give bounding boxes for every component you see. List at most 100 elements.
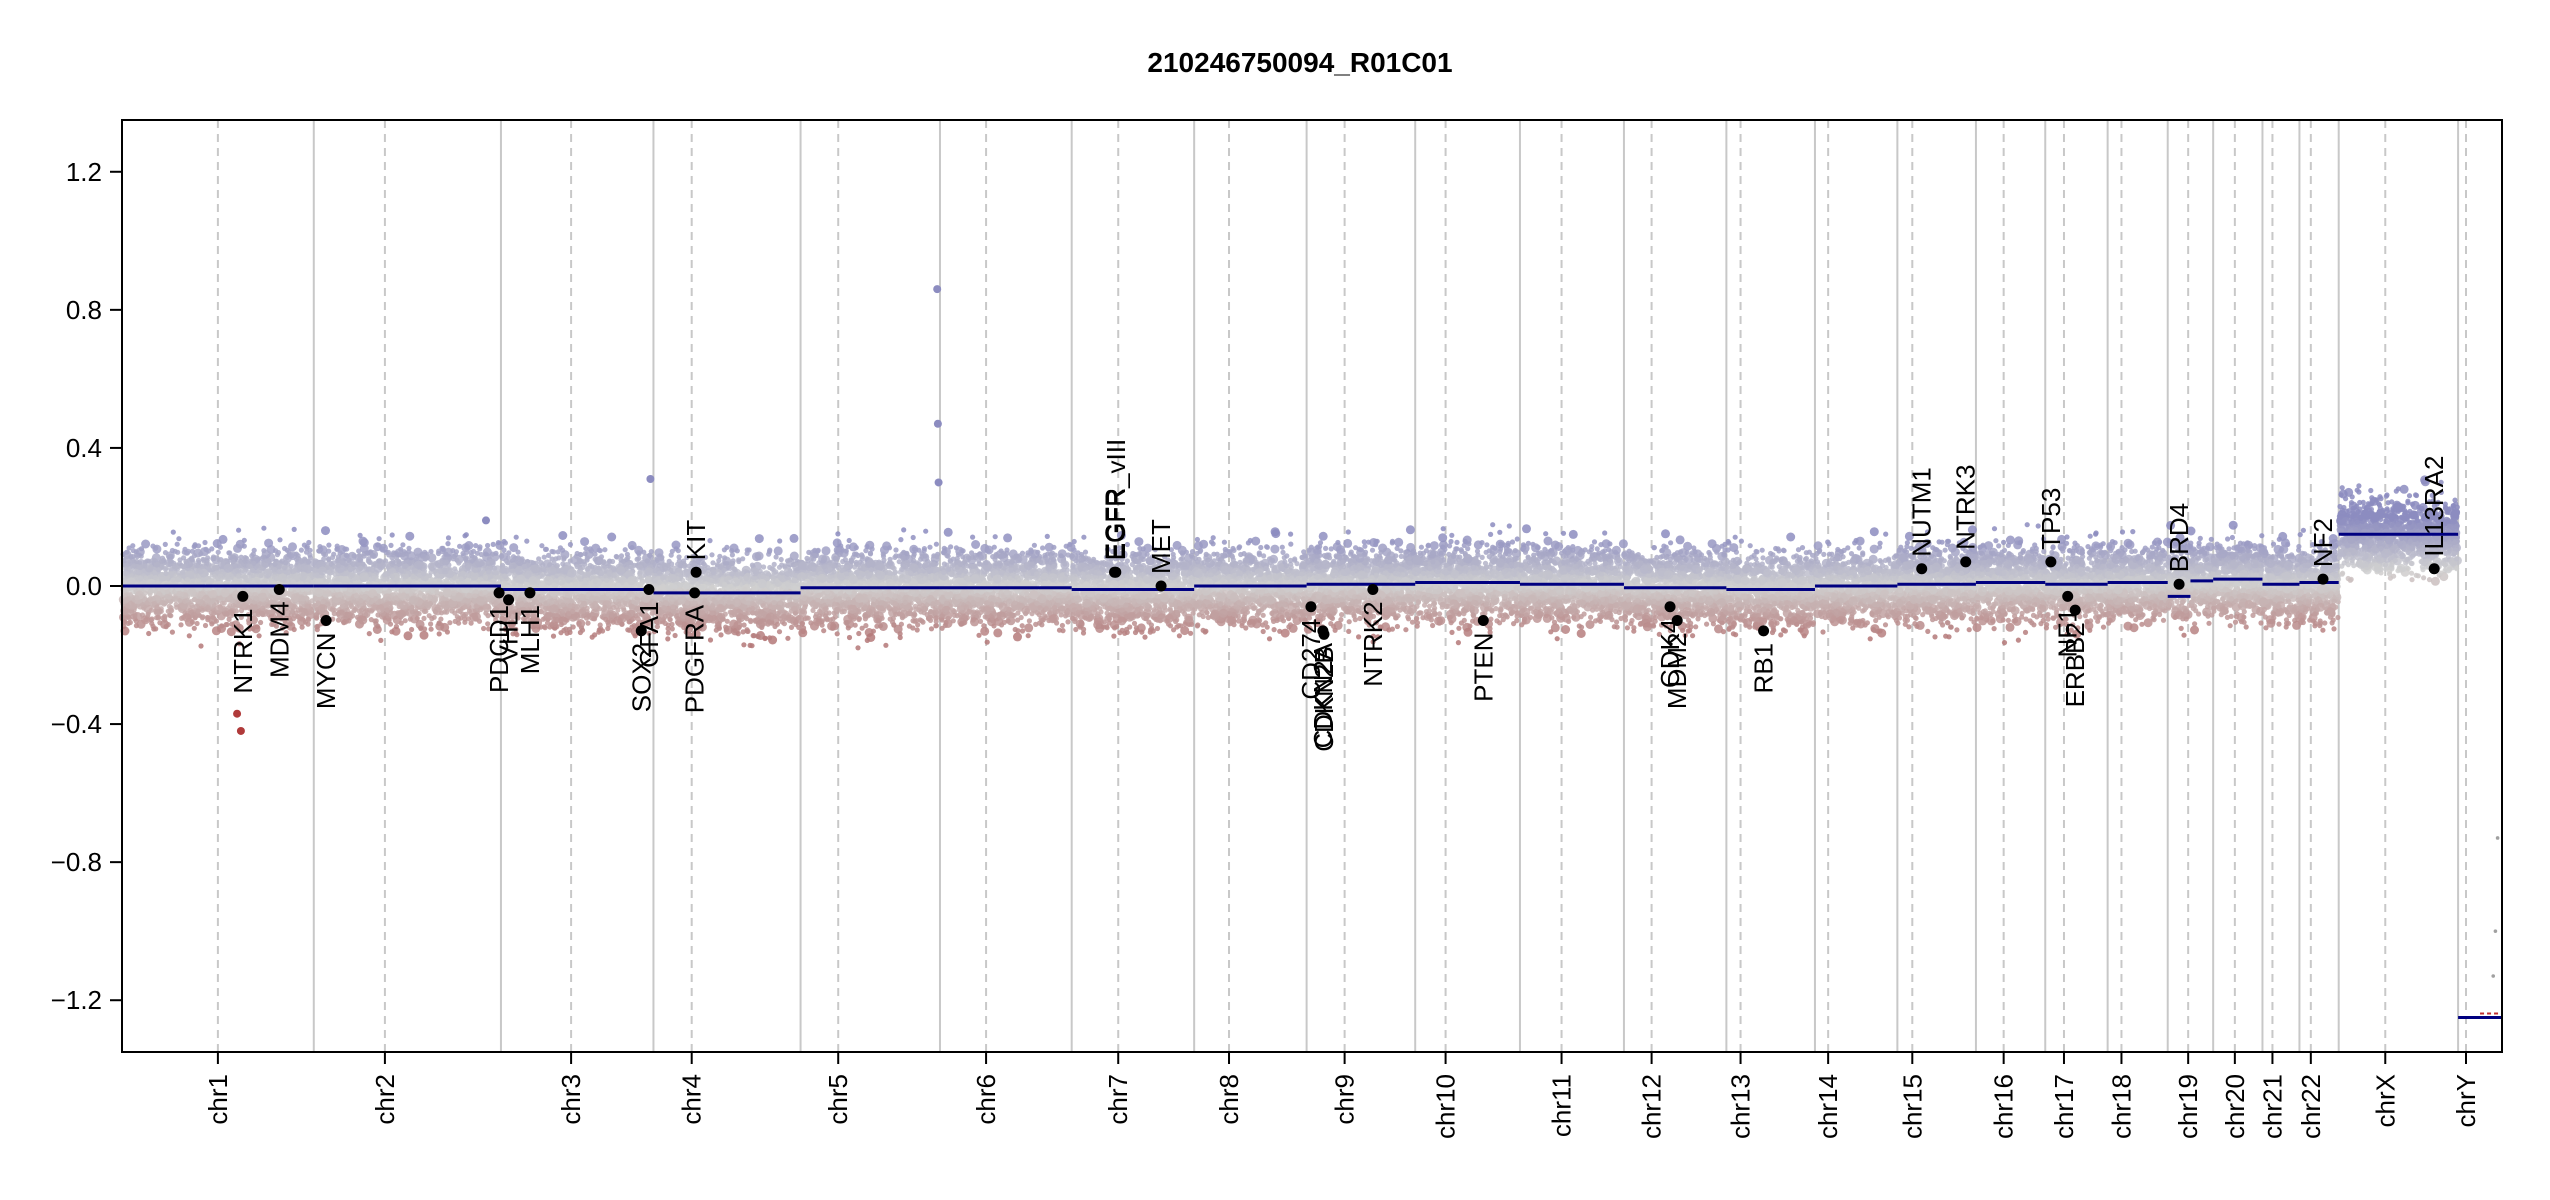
probe-point — [606, 570, 612, 576]
probe-point — [543, 546, 550, 552]
probe-point — [435, 621, 445, 631]
probe-point — [185, 577, 191, 583]
probe-point — [316, 548, 322, 554]
probe-point — [405, 578, 411, 584]
probe-point — [452, 610, 458, 616]
probe-point — [563, 626, 569, 632]
probe-point — [602, 547, 608, 553]
probe-point — [134, 554, 140, 560]
probe-point — [263, 569, 272, 578]
probe-point — [293, 610, 299, 616]
probe-point — [257, 592, 267, 602]
probe-point — [462, 619, 468, 625]
probe-point — [495, 540, 501, 546]
probe-point — [376, 604, 385, 614]
probe-point — [391, 626, 401, 636]
probe-point — [205, 617, 211, 623]
probe-point — [524, 538, 530, 544]
probe-point — [211, 555, 217, 562]
probe-point — [249, 553, 255, 559]
probe-point — [195, 598, 201, 605]
probe-point — [471, 612, 481, 622]
probe-point — [585, 620, 591, 626]
probe-point — [288, 551, 298, 561]
probe-point — [127, 619, 133, 626]
probe-point — [592, 632, 598, 638]
probe-point — [125, 614, 131, 620]
probe-point — [612, 572, 618, 579]
probe-point — [629, 545, 635, 551]
probe-point — [356, 587, 362, 593]
probe-point — [162, 541, 168, 548]
probe-point — [585, 591, 592, 597]
probe-point — [458, 576, 464, 582]
probe-point — [260, 554, 266, 560]
probe-point — [457, 543, 463, 549]
probe-point — [347, 587, 353, 593]
probe-point — [371, 562, 377, 568]
probe-point — [315, 600, 321, 606]
probe-point — [434, 589, 440, 595]
probe-point — [345, 557, 352, 564]
probe-point — [198, 643, 204, 649]
probe-point — [205, 605, 211, 611]
probe-point — [449, 580, 455, 586]
probe-point — [558, 617, 564, 623]
probe-point — [574, 603, 580, 610]
probe-point — [499, 553, 505, 559]
probe-point — [401, 592, 407, 598]
probe-point — [342, 619, 348, 625]
probe-point — [550, 633, 557, 639]
probe-point — [588, 548, 595, 554]
probe-point — [241, 603, 247, 609]
probe-point — [592, 578, 599, 585]
probe-point — [154, 604, 160, 610]
probe-point — [301, 542, 307, 548]
probe-point — [182, 598, 188, 604]
probe-point — [562, 606, 569, 612]
probe-point — [187, 561, 194, 567]
probe-point — [130, 543, 136, 549]
probe-point — [251, 560, 257, 566]
probe-point — [464, 598, 470, 604]
probe-point — [622, 547, 628, 553]
probe-point — [472, 567, 478, 574]
probe-point — [164, 593, 170, 599]
probe-point — [574, 550, 580, 557]
probe-point — [385, 613, 391, 619]
probe-point — [428, 548, 434, 555]
probe-point — [312, 567, 318, 574]
probe-point — [406, 551, 416, 561]
probe-point — [597, 622, 603, 628]
probe-point — [428, 565, 434, 571]
probe-point — [168, 566, 174, 573]
probe-point — [251, 624, 261, 634]
probe-point — [549, 604, 559, 614]
probe-point — [205, 555, 211, 561]
probe-point — [576, 575, 582, 581]
probe-point — [409, 626, 415, 633]
probe-point — [530, 564, 540, 574]
probe-point — [282, 545, 288, 552]
probe-point — [466, 572, 472, 578]
probe-point — [201, 558, 207, 564]
probe-point — [558, 621, 564, 628]
probe-point — [238, 554, 244, 560]
probe-point — [194, 620, 200, 627]
probe-point — [336, 609, 345, 619]
probe-point — [421, 615, 427, 622]
probe-point — [235, 573, 242, 579]
probe-point — [250, 579, 256, 585]
probe-point — [155, 595, 161, 601]
probe-point — [337, 592, 343, 598]
probe-point — [510, 557, 516, 563]
probe-point — [133, 618, 139, 624]
probe-point — [366, 631, 372, 637]
probe-point — [320, 598, 326, 605]
probe-point — [403, 631, 413, 641]
probe-point — [151, 626, 157, 632]
probe-point — [586, 613, 592, 619]
probe-point — [365, 558, 371, 564]
probe-point — [605, 591, 611, 597]
probe-point — [186, 633, 192, 639]
